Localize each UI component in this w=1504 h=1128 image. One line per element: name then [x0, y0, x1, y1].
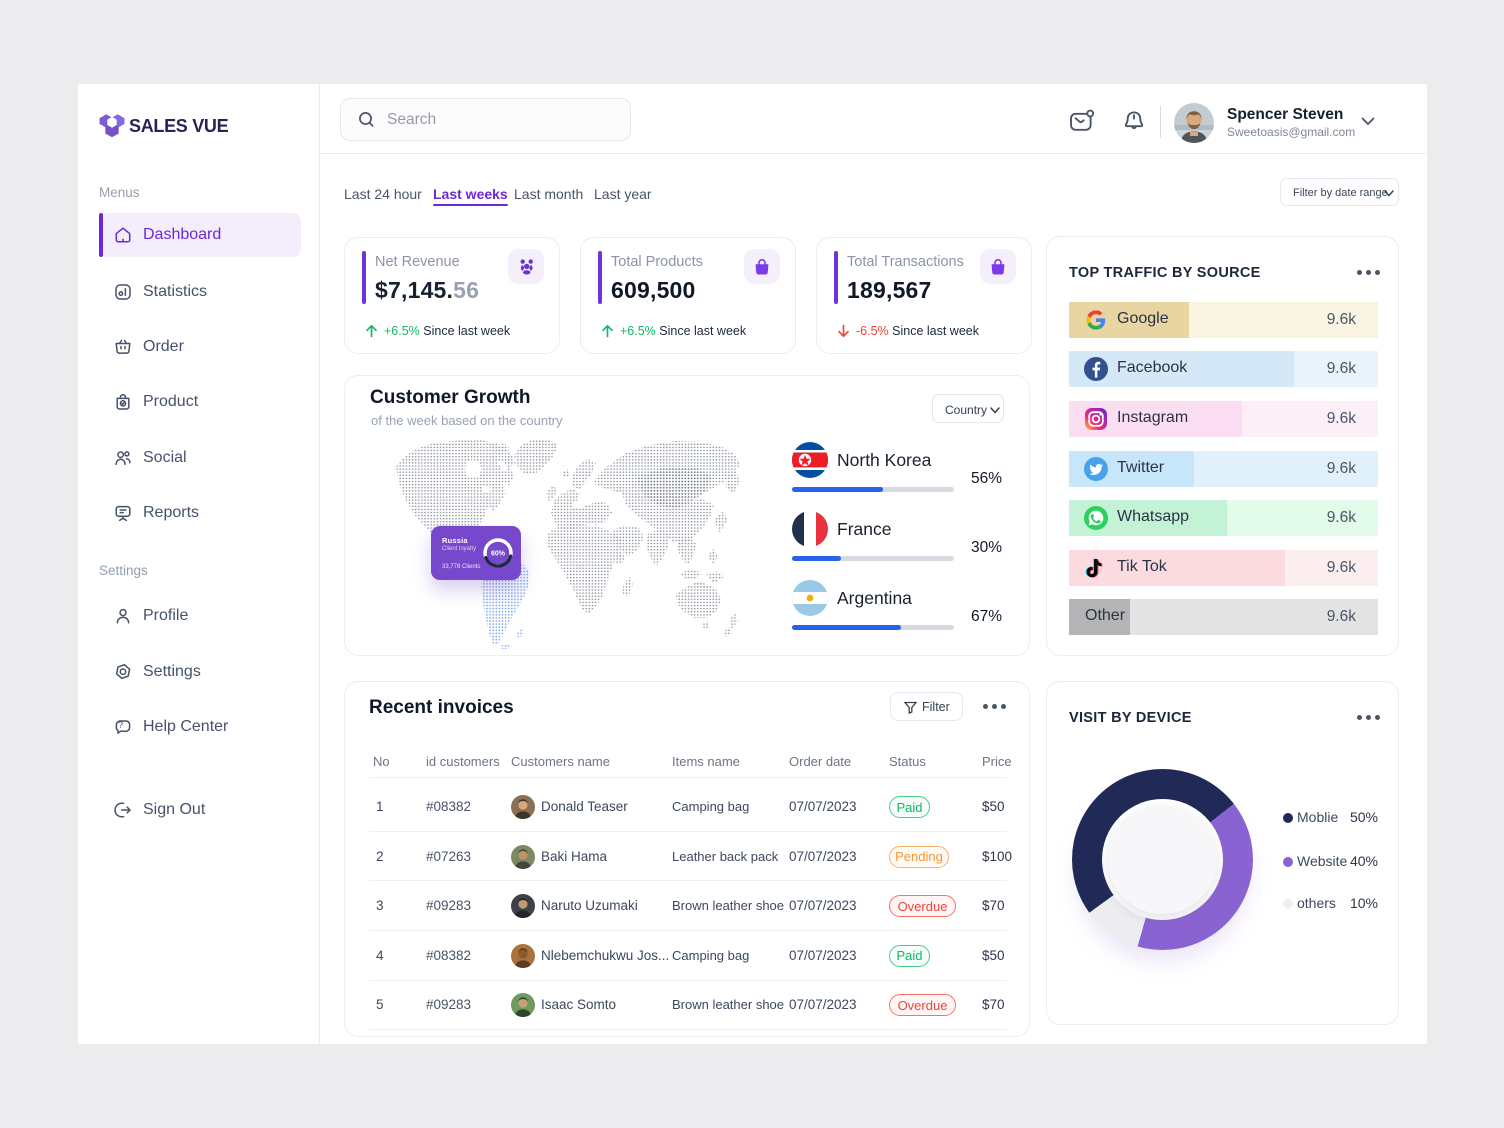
svg-text:60%: 60% [491, 551, 506, 558]
